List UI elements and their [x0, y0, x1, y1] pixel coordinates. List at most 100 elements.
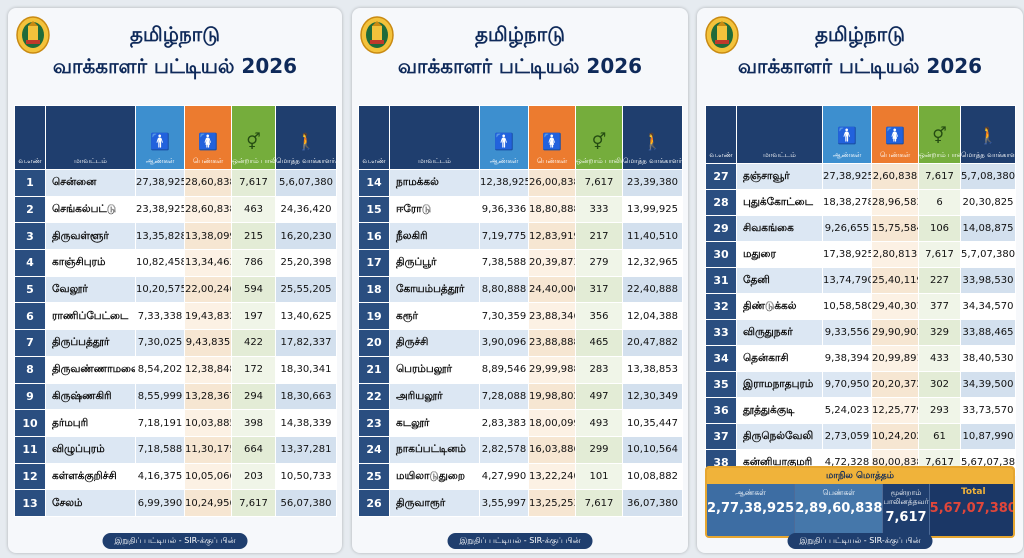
- other-count: 279: [575, 249, 623, 277]
- row-number: 5: [14, 275, 46, 304]
- other-count: 299: [575, 435, 623, 464]
- row-number: 11: [14, 435, 46, 464]
- table-row: 34 தென்காசி 9,38,394 20,99,891 433 38,40,530: [705, 345, 1016, 372]
- male-person-icon: 🚹: [494, 132, 514, 151]
- row-number: 22: [358, 382, 390, 411]
- district-name: நீலகிரி: [389, 222, 480, 251]
- total-count: 38,40,530: [960, 345, 1016, 372]
- state-female-cell: பெண்கள் 2,89,60,838: [795, 484, 884, 536]
- other-count: 329: [918, 319, 961, 346]
- header-total: 🚶மொத்த வாக்காளர்கள்: [622, 105, 683, 170]
- district-name: மயிலாடுதுறை: [389, 462, 480, 491]
- row-number: 24: [358, 435, 390, 464]
- female-count: 29,99,988: [528, 355, 576, 384]
- district-name: தஞ்சாவூர்: [736, 163, 823, 190]
- district-name: இராமநாதபுரம்: [736, 371, 823, 398]
- female-count: 23,88,346: [528, 302, 576, 331]
- other-count: 106: [918, 215, 961, 242]
- panel-districts-27-38: தமிழ்நாடு வாக்காளர் பட்டியல் 2026 வ.எண் …: [697, 8, 1023, 553]
- state-other-label: மூன்றாம் பாலினத்தவர்: [883, 488, 929, 506]
- female-count: 20,99,891: [871, 345, 919, 372]
- male-count: 5,24,023: [822, 397, 872, 424]
- district-name: ராணிப்பேட்டை: [45, 302, 136, 331]
- table-row: 26 திருவாரூர் 3,55,997 13,25,253 7,617 36,07,…: [358, 489, 683, 517]
- total-count: 12,04,388: [622, 302, 683, 331]
- row-number: 27: [705, 163, 737, 190]
- male-count: 13,74,790: [822, 267, 872, 294]
- male-count: 9,70,950: [822, 371, 872, 398]
- district-name: திண்டுக்கல்: [736, 293, 823, 320]
- header-total: 🚶மொத்த வாக்காளர்கள்: [275, 105, 337, 170]
- district-name: நாகப்பட்டினம்: [389, 435, 480, 464]
- male-count: 10,58,580: [822, 293, 872, 320]
- other-count: 422: [231, 329, 276, 357]
- table-row: 30 மதுரை 17,38,925 2,80,813 7,617 5,7,07,380: [705, 241, 1016, 268]
- total-count: 33,88,465: [960, 319, 1016, 346]
- row-number: 10: [14, 409, 46, 437]
- female-count: 10,24,202: [871, 423, 919, 450]
- header-male: 🚹 ஆண்கள்: [479, 105, 529, 170]
- female-count: 19,43,832: [184, 302, 232, 331]
- header-other: ⚥ஒன்றாம் பாலினத்தவர்: [575, 105, 623, 170]
- row-number: 31: [705, 267, 737, 294]
- male-count: 7,33,338: [135, 302, 185, 331]
- female-count: 28,60,838: [184, 195, 232, 224]
- total-count: 11,40,510: [622, 222, 683, 251]
- table-row: 31 தேனி 13,74,790 25,40,119 227 33,98,530: [705, 267, 1016, 294]
- row-number: 26: [358, 489, 390, 517]
- table-row: 6 ராணிப்பேட்டை 7,33,338 19,43,832 197 13,40,6…: [14, 302, 337, 331]
- male-count: 7,28,088: [479, 382, 529, 411]
- row-number: 23: [358, 409, 390, 437]
- table-row: 22 அரியலூர் 7,28,088 19,98,802 497 12,30,349: [358, 382, 683, 411]
- title-line-2: வாக்காளர் பட்டியல் 2026: [52, 54, 298, 78]
- male-count: 7,19,775: [479, 222, 529, 251]
- other-count: 7,617: [231, 489, 276, 517]
- total-count: 34,39,500: [960, 371, 1016, 398]
- row-number: 16: [358, 222, 390, 251]
- other-count: 61: [918, 423, 961, 450]
- male-count: 6,99,390: [135, 489, 185, 517]
- female-count: 19,98,802: [528, 382, 576, 411]
- other-count: 463: [231, 195, 276, 224]
- table-row: 29 சிவகங்கை 9,26,655 15,75,584 106 14,08,875: [705, 215, 1016, 242]
- other-count: 398: [231, 409, 276, 437]
- table-row: 14 நாமக்கல் 12,38,925 26,00,838 7,617 23,39,3…: [358, 169, 683, 197]
- table-row: 12 கள்ளக்குறிச்சி 4,16,375 10,05,066 203 10,5…: [14, 462, 337, 491]
- district-name: கிருஷ்ணகிரி: [45, 382, 136, 411]
- male-count: 2,83,383: [479, 409, 529, 437]
- state-female-value: 2,89,60,838: [795, 501, 883, 516]
- other-count: 7,617: [918, 241, 961, 268]
- male-count: 9,33,556: [822, 319, 872, 346]
- male-count: 9,36,336: [479, 195, 529, 224]
- female-count: 29,90,903: [871, 319, 919, 346]
- total-count: 33,73,570: [960, 397, 1016, 424]
- female-count: 13,28,367: [184, 382, 232, 411]
- row-number: 3: [14, 222, 46, 251]
- voter-table: வ.எண் மாவட்டம் 🚹 ஆண்கள் 🚺 பெண்கள் ⚥ ஒன்றாம்…: [14, 105, 337, 517]
- total-count: 16,20,230: [275, 222, 337, 251]
- male-count: 8,55,999: [135, 382, 185, 411]
- table-row: 9 கிருஷ்ணகிரி 8,55,999 13,28,367 294 18,30,66…: [14, 382, 337, 411]
- district-name: சிவகங்கை: [736, 215, 823, 242]
- title-line-2: வாக்காளர் பட்டியல் 2026: [397, 54, 643, 78]
- district-name: சென்னை: [45, 169, 136, 197]
- male-count: 4,27,990: [479, 462, 529, 491]
- row-number: 6: [14, 302, 46, 331]
- total-count: 33,98,530: [960, 267, 1016, 294]
- other-count: 197: [231, 302, 276, 331]
- male-count: 7,18,588: [135, 435, 185, 464]
- panel-districts-14-26: தமிழ்நாடு வாக்காளர் பட்டியல் 2026 வ.எண் …: [352, 8, 688, 553]
- total-count: 13,38,853: [622, 355, 683, 384]
- row-number: 17: [358, 249, 390, 277]
- person-icon: 🚶: [978, 126, 998, 145]
- row-number: 2: [14, 195, 46, 224]
- row-number: 29: [705, 215, 737, 242]
- total-count: 10,87,990: [960, 423, 1016, 450]
- female-count: 10,03,885: [184, 409, 232, 437]
- footer-badge: இறுதிப் பட்டியல் - SIR-க்குப் பின்: [102, 533, 248, 549]
- district-name: தென்காசி: [736, 345, 823, 372]
- male-count: 2,73,059: [822, 423, 872, 450]
- male-count: 10,20,575: [135, 275, 185, 304]
- row-number: 1: [14, 169, 46, 197]
- female-count: 20,39,873: [528, 249, 576, 277]
